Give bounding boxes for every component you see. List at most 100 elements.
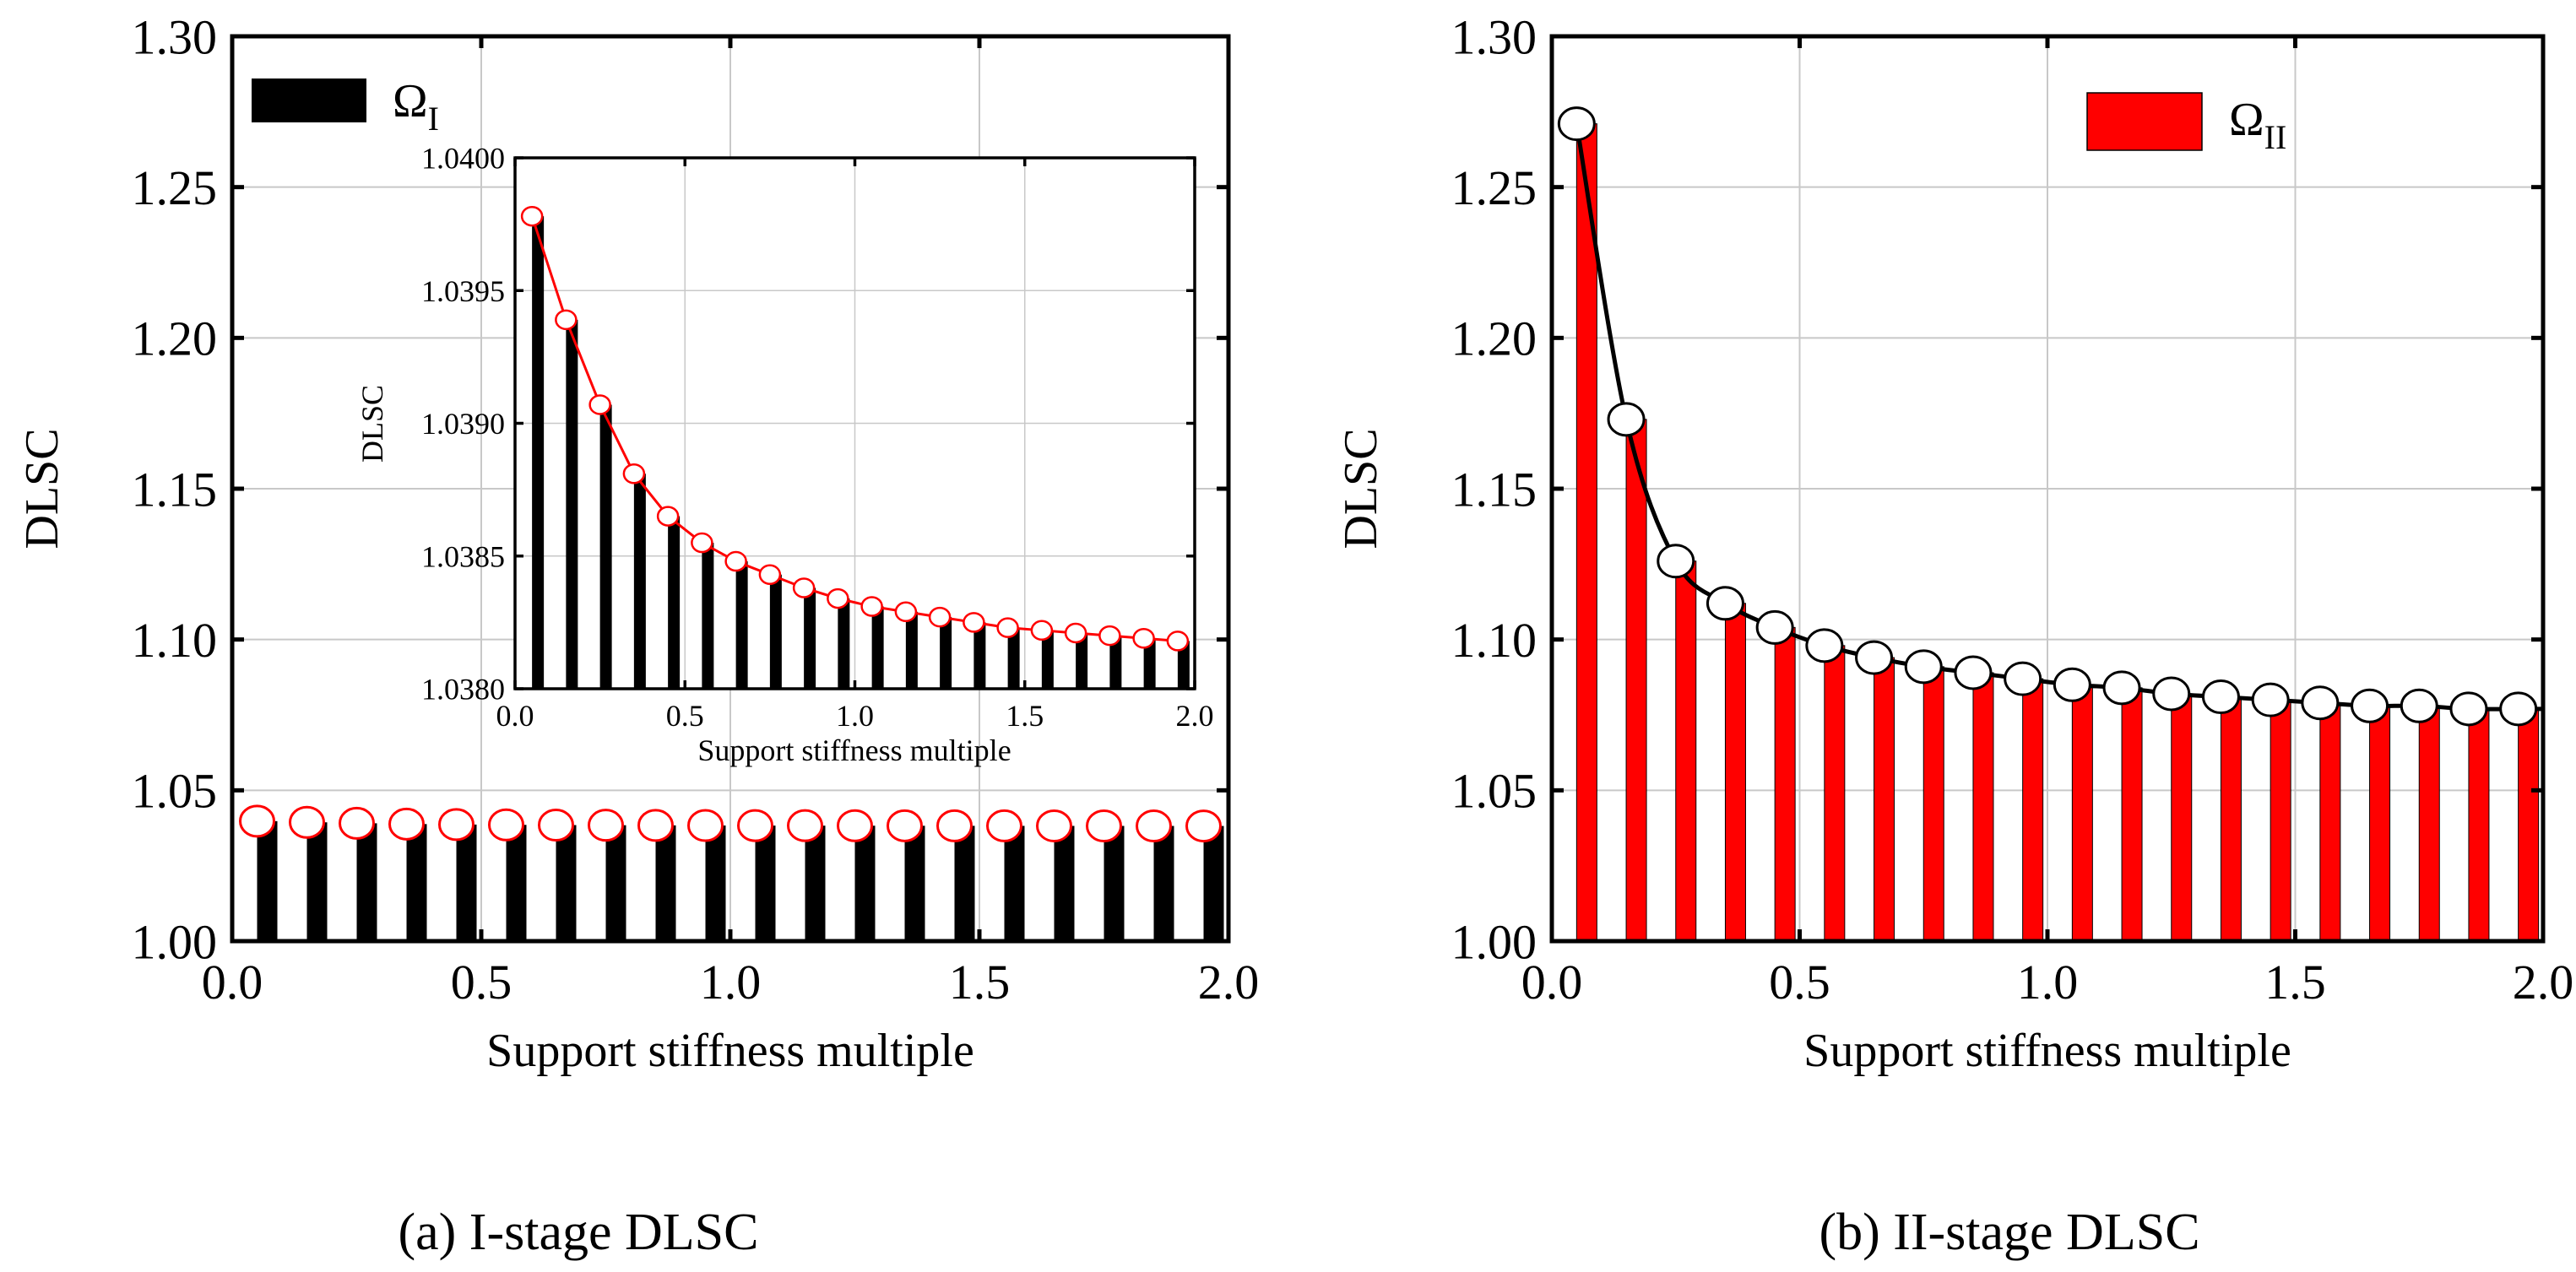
bar: [1724, 603, 1746, 942]
inset-marker: [758, 564, 782, 586]
y-tick-label: 1.0390: [421, 407, 505, 441]
marker: [1805, 628, 1844, 663]
inset-marker: [1064, 622, 1087, 644]
inset-marker: [520, 205, 544, 227]
inset-bar: [532, 216, 545, 689]
trend-line: [1557, 106, 2543, 727]
inset-marker: [1132, 627, 1155, 649]
panel-a: 0.0 0.5 1.0 1.5 2.0 1.00 1.05 1.10 1.15 1.20 1.25 1…: [16, 9, 1259, 1261]
axes: 0.0 0.5 1.0 1.5 2.0 1.00 1.05 1.10 1.15 1.20 1.25 1…: [132, 9, 1260, 1009]
bar: [2071, 684, 2093, 942]
markers: [239, 804, 1222, 843]
caption-a: (a) I-stage DLSC: [399, 1204, 759, 1261]
inset-y-axis-label: DLSC: [355, 385, 389, 463]
y-axis-label: DLSC: [16, 428, 68, 549]
y-tick-label: 1.25: [1451, 160, 1537, 215]
legend-label: ΩII: [2229, 94, 2286, 156]
y-tick-label: 1.0385: [421, 539, 505, 573]
x-tick-label: 1.0: [836, 699, 874, 733]
inset-marker: [963, 612, 985, 633]
inset-bar: [599, 404, 612, 689]
marker: [687, 809, 724, 842]
bar: [1774, 626, 1796, 942]
marker: [1607, 402, 1646, 437]
marker: [488, 808, 524, 842]
bar: [904, 825, 925, 941]
inset-bar: [1076, 632, 1088, 689]
y-tick-label: 1.10: [1451, 613, 1537, 668]
inset-bar: [804, 587, 816, 689]
marker: [737, 809, 773, 842]
inset-marker: [860, 596, 883, 617]
marker: [289, 805, 325, 839]
y-axis-label: DLSC: [1335, 428, 1387, 549]
bar: [456, 824, 477, 941]
inset-marker: [555, 309, 578, 331]
x-tick-label: 0.0: [1521, 955, 1583, 1009]
inset-marker: [1030, 620, 1054, 641]
legend-label: ΩI: [393, 75, 439, 138]
marker: [1136, 809, 1172, 843]
inset-marker: [622, 463, 646, 484]
bars: [1575, 123, 2540, 942]
axes: 0.0 0.5 1.0 1.5 2.0 1.00 1.05 1.10 1.15 1.20 1.25 1…: [1451, 9, 2574, 1009]
x-tick-label: 0.5: [451, 955, 512, 1009]
bar: [2418, 705, 2440, 942]
marker: [1954, 655, 1993, 690]
legend: ΩI: [252, 75, 439, 138]
bar: [2270, 699, 2291, 942]
bar: [1824, 645, 1846, 942]
bar: [854, 825, 876, 941]
bar: [805, 825, 826, 941]
marker: [1706, 586, 1744, 621]
inset-bar: [838, 598, 850, 689]
bar: [755, 825, 776, 941]
caption-b: (b) II-stage DLSC: [1819, 1204, 2199, 1261]
y-tick-label: 1.15: [1451, 462, 1537, 517]
inset-chart: 0.0 0.5 1.0 1.5 2.0 1.0380 1.0385 1.0390 1.0395 1…: [421, 142, 1214, 733]
panel-b: 0.0 0.5 1.0 1.5 2.0 1.00 1.05 1.10 1.15 1.20 1.25 1…: [1335, 9, 2573, 1261]
bar: [605, 825, 626, 941]
inset-axes: 0.0 0.5 1.0 1.5 2.0 1.0380 1.0385 1.0390 1.0395 1…: [421, 142, 1214, 733]
marker: [787, 809, 823, 842]
bar: [1153, 825, 1174, 941]
x-axis-label: Support stiffness multiple: [486, 1025, 974, 1077]
bar: [506, 825, 527, 941]
marker: [2053, 667, 2091, 702]
x-tick-label: 2.0: [1176, 699, 1214, 733]
x-tick-label: 0.5: [1769, 955, 1830, 1009]
bars: [257, 820, 1224, 941]
y-tick-label: 1.00: [132, 914, 218, 969]
marker: [1557, 106, 1596, 142]
y-tick-label: 1.25: [132, 160, 218, 215]
y-tick-label: 1.0380: [421, 673, 505, 706]
bar: [954, 825, 975, 941]
marker: [2004, 661, 2042, 696]
inset-line: [520, 205, 1190, 652]
inset-marker: [894, 601, 918, 623]
legend: ΩII: [2086, 92, 2286, 156]
bar: [655, 825, 676, 941]
inset-bars: [532, 216, 1190, 689]
bar: [2171, 693, 2193, 942]
bar: [356, 823, 377, 941]
inset-marker: [588, 394, 611, 415]
y-tick-label: 1.00: [1451, 914, 1537, 969]
bar: [705, 825, 726, 941]
inset-bar: [702, 543, 714, 689]
marker: [388, 807, 425, 841]
bar: [2518, 708, 2540, 942]
bar: [2369, 705, 2391, 942]
inset-bar: [905, 611, 918, 689]
inset-marker: [792, 577, 816, 598]
marker: [936, 809, 973, 842]
y-tick-label: 1.10: [132, 613, 218, 668]
y-tick-label: 1.0400: [421, 142, 505, 176]
x-tick-label: 1.0: [700, 955, 762, 1009]
y-tick-label: 1.05: [132, 764, 218, 819]
marker: [2301, 685, 2340, 721]
marker: [2400, 688, 2438, 723]
marker: [1086, 809, 1122, 842]
inset-bar: [1143, 638, 1156, 689]
